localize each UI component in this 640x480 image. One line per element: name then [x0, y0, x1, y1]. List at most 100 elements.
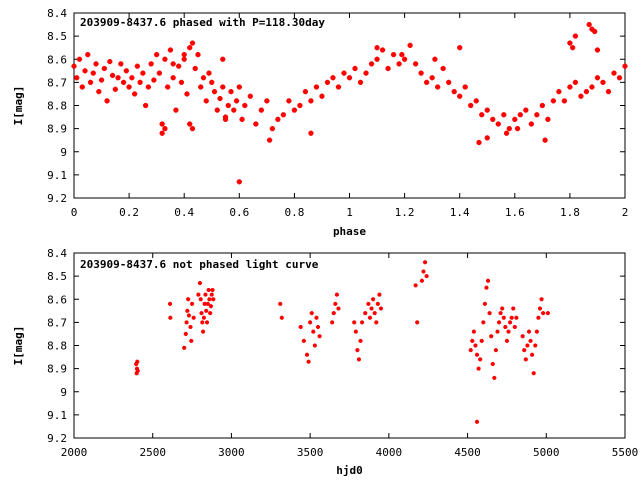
data-point [432, 56, 438, 62]
data-point [335, 84, 342, 90]
data-point [556, 89, 562, 95]
data-point [484, 107, 490, 113]
data-point [203, 292, 208, 297]
data-point [592, 28, 598, 35]
data-point [511, 306, 516, 311]
data-point [611, 70, 617, 76]
data-point [187, 121, 193, 127]
x-tick-label: 0.8 [284, 206, 304, 219]
data-point [418, 70, 424, 76]
data-point [413, 61, 419, 67]
data-point [471, 329, 476, 334]
data-point [211, 297, 216, 302]
data-point [316, 325, 321, 329]
data-point [258, 107, 264, 113]
data-point [184, 91, 190, 97]
data-point [533, 343, 538, 348]
data-point [424, 79, 430, 85]
data-point [170, 75, 176, 81]
data-point [537, 306, 542, 311]
data-point [363, 70, 369, 76]
data-point [188, 325, 193, 329]
data-point [492, 375, 497, 380]
data-points [134, 260, 550, 424]
data-point [353, 329, 358, 334]
data-point [74, 75, 80, 81]
data-point [71, 63, 77, 69]
data-point [189, 338, 194, 343]
data-point [440, 65, 446, 72]
data-point [306, 359, 311, 364]
data-point [82, 68, 88, 74]
data-point [512, 325, 517, 329]
data-point [605, 89, 612, 95]
data-point [156, 70, 163, 76]
data-point [390, 52, 397, 58]
unphased-light-curve-chart: 2000 2500 3000 3500 4000 4500 5000 5500 8.4 8.5 8.… [12, 247, 638, 477]
data-point [493, 348, 498, 353]
data-point [109, 72, 116, 79]
x-tick-label: 4500 [454, 446, 481, 459]
data-point [484, 285, 489, 290]
data-point [523, 107, 529, 113]
data-point [415, 320, 420, 325]
data-point [371, 297, 376, 302]
data-point [135, 368, 140, 373]
data-point [211, 89, 218, 95]
data-point [375, 301, 380, 306]
data-point [336, 306, 341, 311]
data-point [189, 40, 196, 46]
data-point [107, 58, 113, 65]
data-point [267, 137, 273, 143]
data-point [278, 301, 283, 306]
y-axis-label: I[mag] [12, 86, 25, 126]
y-axis-label: I[mag] [12, 326, 25, 366]
data-point [357, 79, 364, 85]
axis-ticks: 0 0.2 0.4 0.6 0.8 1 1.2 1.4 1.6 1.8 2 8.4 8.5 8.6 8.7 8… [47, 7, 628, 219]
data-point [374, 56, 380, 62]
y-tick-label: 8.4 [47, 247, 67, 260]
data-point [495, 329, 500, 334]
data-point [186, 313, 191, 318]
data-point [528, 121, 534, 127]
data-point [185, 308, 190, 313]
data-point [309, 311, 314, 316]
x-tick-label: 1.8 [560, 206, 580, 219]
data-point [182, 345, 187, 350]
data-point [308, 130, 314, 136]
data-point [479, 112, 485, 118]
data-point [352, 320, 357, 325]
data-point [96, 89, 102, 95]
data-point [435, 84, 441, 90]
data-point [528, 338, 533, 343]
data-point [104, 98, 110, 104]
data-point [239, 116, 245, 122]
data-point [423, 260, 428, 265]
data-point [269, 126, 275, 132]
data-point [490, 116, 496, 122]
data-point [534, 329, 539, 334]
data-point [319, 93, 325, 99]
data-point [301, 338, 306, 343]
data-point [526, 329, 531, 334]
data-point [468, 348, 473, 353]
data-point [286, 98, 292, 104]
data-point [500, 306, 505, 311]
data-point [93, 61, 99, 67]
y-tick-label: 9 [60, 146, 67, 159]
data-point [313, 84, 320, 90]
data-point [545, 116, 551, 122]
data-point [181, 52, 187, 58]
y-tick-label: 8.6 [47, 293, 67, 306]
phased-light-curve-chart: 0 0.2 0.4 0.6 0.8 1 1.2 1.4 1.6 1.8 2 8.4 8.5 8.6 8.7 8… [12, 7, 628, 238]
data-point [210, 288, 215, 292]
y-tick-label: 8.4 [47, 7, 67, 20]
x-tick-label: 3500 [297, 446, 324, 459]
data-point [501, 112, 507, 118]
x-tick-label: 2500 [139, 446, 166, 459]
data-point [421, 269, 426, 274]
data-point [586, 21, 592, 28]
data-point [475, 419, 480, 424]
axis-ticks: 2000 2500 3000 3500 4000 4500 5000 5500 8.4 8.5 8.… [47, 247, 638, 459]
